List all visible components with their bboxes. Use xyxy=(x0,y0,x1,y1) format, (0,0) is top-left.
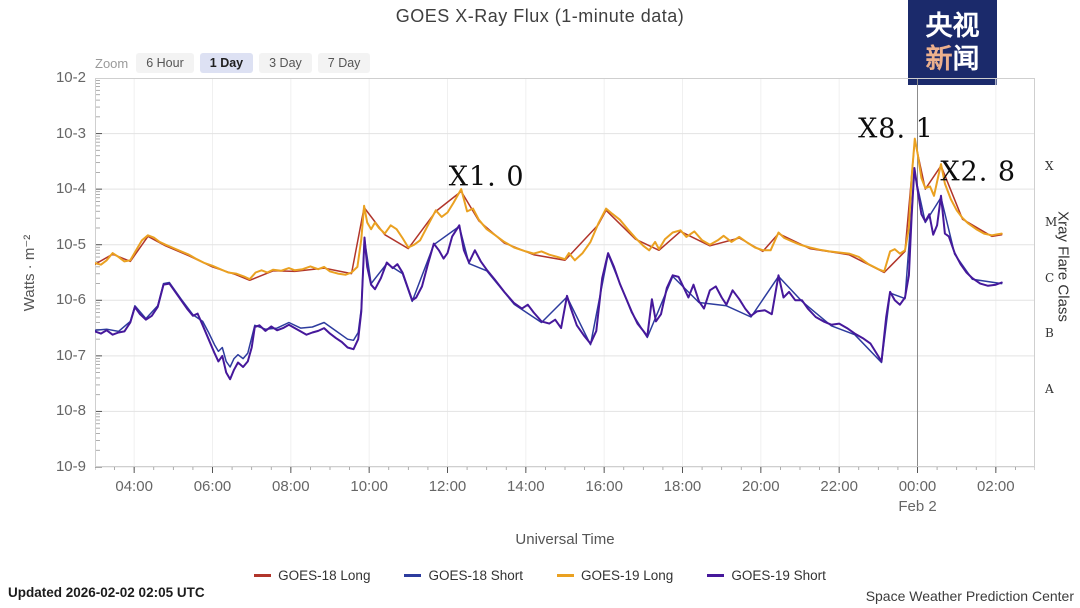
legend-swatch xyxy=(557,574,574,577)
page-title: GOES X-Ray Flux (1-minute data) xyxy=(395,6,685,26)
series-line-goes-19-long xyxy=(95,137,1003,281)
flare-annotation-1.0e-4: X1. 0 xyxy=(448,161,525,193)
legend-swatch xyxy=(707,574,725,577)
x-tick-label: 06:00 xyxy=(193,478,232,495)
x-tick-label: 12:00 xyxy=(428,478,467,495)
plot-svg[interactable] xyxy=(95,78,1035,475)
legend-label: GOES-19 Short xyxy=(731,568,826,583)
series-line-goes-18-short xyxy=(95,171,1003,368)
y-tick-label: 10-2 xyxy=(55,69,86,86)
legend-swatch xyxy=(404,574,422,577)
y-tick-label: 10-7 xyxy=(55,346,86,364)
zoom-button-3-day[interactable]: 3 Day xyxy=(259,53,312,73)
x-tick-label: 00:00 xyxy=(898,478,937,495)
legend-item-goes-19-short: GOES-19 Short xyxy=(707,568,826,583)
x-axis-title: Universal Time xyxy=(515,531,615,548)
y-tick-label: 10-6 xyxy=(55,291,86,309)
x-tick-label: 08:00 xyxy=(272,478,310,495)
flare-class-label-c: C xyxy=(1045,270,1055,285)
legend-swatch xyxy=(254,574,272,577)
logo-accent-char: 新 xyxy=(925,43,953,74)
zoom-button-7-day[interactable]: 7 Day xyxy=(317,53,371,73)
y-tick-label: 10-8 xyxy=(55,402,86,420)
right-axis-title: Xray Flare Class xyxy=(1054,211,1072,322)
flare-class-label-b: B xyxy=(1045,326,1054,341)
y-tick-label: 10-5 xyxy=(55,235,86,253)
x-tick-label: 14:00 xyxy=(507,478,545,495)
zoom-label: Zoom xyxy=(95,55,129,71)
plot-border xyxy=(95,78,1035,467)
flare-annotation-2.8e-4: X2. 8 xyxy=(940,156,1017,188)
legend-item-goes-18-short: GOES-18 Short xyxy=(404,568,523,583)
legend-item-goes-19-long: GOES-19 Long xyxy=(557,568,673,583)
legend-item-goes-18-long: GOES-18 Long xyxy=(254,568,370,583)
y-tick-label: 10-3 xyxy=(55,124,86,142)
updated-timestamp: Updated 2026-02-02 02:05 UTC xyxy=(8,585,205,600)
y-axis-title: Watts · m⁻² xyxy=(21,234,38,312)
flare-class-label-a: A xyxy=(1045,381,1054,396)
legend-label: GOES-18 Long xyxy=(278,568,371,583)
flare-class-label-x: X xyxy=(1045,159,1054,174)
x-tick-label: 18:00 xyxy=(663,478,702,495)
source-credit: Space Weather Prediction Center xyxy=(865,588,1074,604)
zoom-button-6-hour[interactable]: 6 Hour xyxy=(136,53,194,73)
zoom-button-group: 6 Hour 1 Day 3 Day 7 Day xyxy=(136,53,376,73)
logo-rest-char: 闻 xyxy=(952,43,980,74)
zoom-button-1-day[interactable]: 1 Day xyxy=(199,53,254,73)
x-tick-label: 04:00 xyxy=(115,478,153,495)
legend-label: GOES-18 Short xyxy=(428,568,523,583)
series-line-goes-18-long xyxy=(95,139,1003,282)
flare-class-label-m: M xyxy=(1045,214,1058,229)
x-tick-label: 02:00 xyxy=(977,478,1015,495)
x-tick-label: 20:00 xyxy=(742,478,780,495)
logo-text-line2: 新闻 xyxy=(926,43,980,76)
cctv-news-logo: 央视 新闻 xyxy=(908,0,997,85)
x-tick-label: 22:00 xyxy=(820,478,858,495)
x-tick-sublabel: Feb 2 xyxy=(898,498,937,515)
series-line-goes-19-short xyxy=(95,167,1003,381)
zoom-toolbar: Zoom 6 Hour 1 Day 3 Day 7 Day xyxy=(95,52,376,74)
x-tick-label: 10:00 xyxy=(350,478,388,495)
y-tick-label: 10-9 xyxy=(55,458,86,475)
y-tick-label: 10-4 xyxy=(55,180,86,198)
flare-annotation-8.1e-4: X8. 1 xyxy=(858,113,934,145)
legend-label: GOES-19 Long xyxy=(581,568,674,583)
chart-legend: GOES-18 Long GOES-18 Short GOES-19 Long GOE… xyxy=(0,568,1080,583)
logo-text-line1: 央视 xyxy=(925,10,980,41)
x-tick-label: 16:00 xyxy=(585,478,623,495)
